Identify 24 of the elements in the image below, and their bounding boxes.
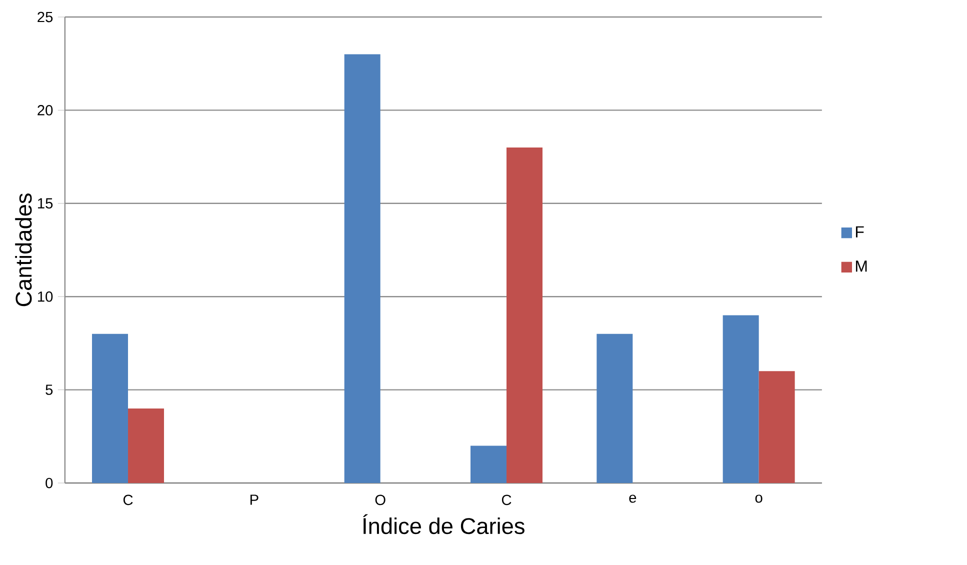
x-tick-label: o — [755, 494, 762, 503]
y-tick-label: 20 — [38, 105, 53, 116]
x-tick-label: C — [502, 494, 512, 506]
bar — [470, 446, 507, 483]
y-tick-label: 0 — [46, 478, 53, 488]
bar — [506, 147, 543, 483]
x-tick-label: O — [375, 494, 386, 506]
y-tick-label: 15 — [38, 198, 53, 209]
bar — [128, 408, 164, 483]
y-tick-label: 10 — [38, 291, 53, 302]
bar — [92, 334, 128, 483]
legend-label: M — [856, 260, 867, 272]
x-tick-label: e — [629, 494, 636, 503]
bar — [344, 54, 380, 483]
y-tick-label: 25 — [38, 12, 53, 22]
y-axis-title: Cantidades — [15, 194, 32, 306]
y-tick-label: 5 — [46, 384, 53, 395]
x-tick-label: P — [250, 494, 258, 505]
x-axis-title: Índice de Caries — [363, 514, 524, 534]
bar — [596, 334, 633, 483]
bar — [722, 315, 759, 483]
bar — [758, 371, 795, 483]
x-tick-label: C — [123, 494, 133, 506]
legend-label: F — [856, 226, 864, 238]
